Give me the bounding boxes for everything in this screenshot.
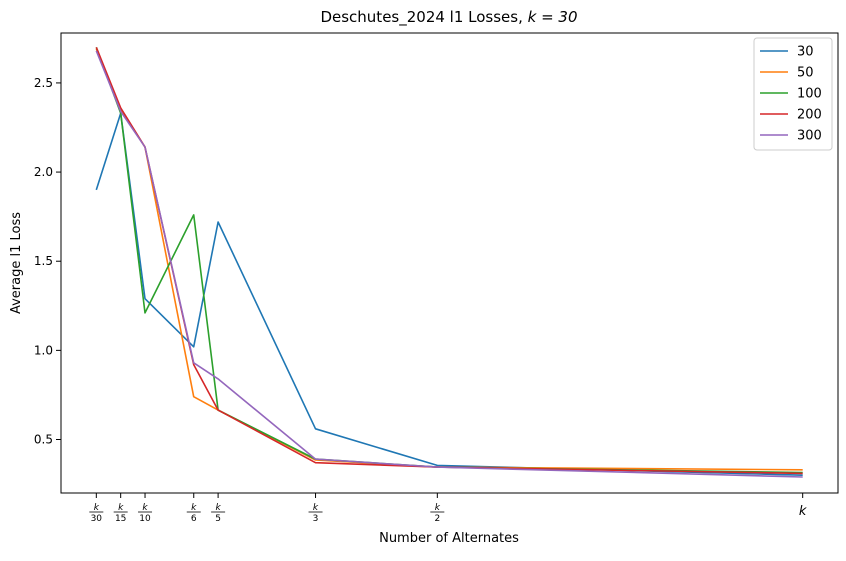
x-tick-label-denominator: 15	[115, 514, 126, 524]
chart-title: Deschutes_2024 l1 Losses, k = 30	[320, 8, 577, 27]
x-axis-label: Number of Alternates	[379, 531, 519, 546]
legend-label-50: 50	[797, 66, 814, 81]
y-tick-label: 1.5	[34, 254, 53, 268]
y-tick-label: 0.5	[34, 433, 53, 447]
x-tick-label-denominator: 5	[215, 514, 221, 524]
x-tick-label-denominator: 2	[434, 514, 440, 524]
legend-box	[753, 37, 833, 151]
x-tick-label-denominator: 3	[313, 514, 319, 524]
y-tick-label: 2.0	[34, 165, 53, 179]
x-tick-label-numerator: k	[435, 503, 441, 513]
x-tick-label-denominator: 10	[139, 514, 151, 524]
x-tick-label-numerator: k	[313, 503, 319, 513]
x-tick-label-numerator: k	[94, 503, 100, 513]
y-tick-label: 2.5	[34, 76, 53, 90]
legend: 30 50 100 200 300	[753, 37, 833, 151]
x-tick-label-numerator: k	[215, 503, 221, 513]
chart-title-math: k = 30	[528, 8, 578, 26]
x-tick-label-numerator: k	[142, 503, 148, 513]
x-tick-label-numerator: k	[118, 503, 124, 513]
x-tick-label-denominator: 6	[191, 514, 197, 524]
series-line-300	[95, 50, 803, 478]
x-tick-label-denominator: 30	[91, 514, 103, 524]
x-tick-label-numerator: k	[191, 503, 197, 513]
legend-label-30: 30	[797, 45, 814, 60]
x-tick-label: k	[799, 504, 807, 519]
y-axis-label: Average l1 Loss	[9, 212, 24, 314]
plot-frame	[60, 32, 839, 494]
legend-label-300: 300	[797, 129, 822, 144]
legend-label-200: 200	[797, 108, 822, 123]
legend-label-100: 100	[797, 87, 822, 102]
y-tick-label: 1.0	[34, 343, 53, 357]
